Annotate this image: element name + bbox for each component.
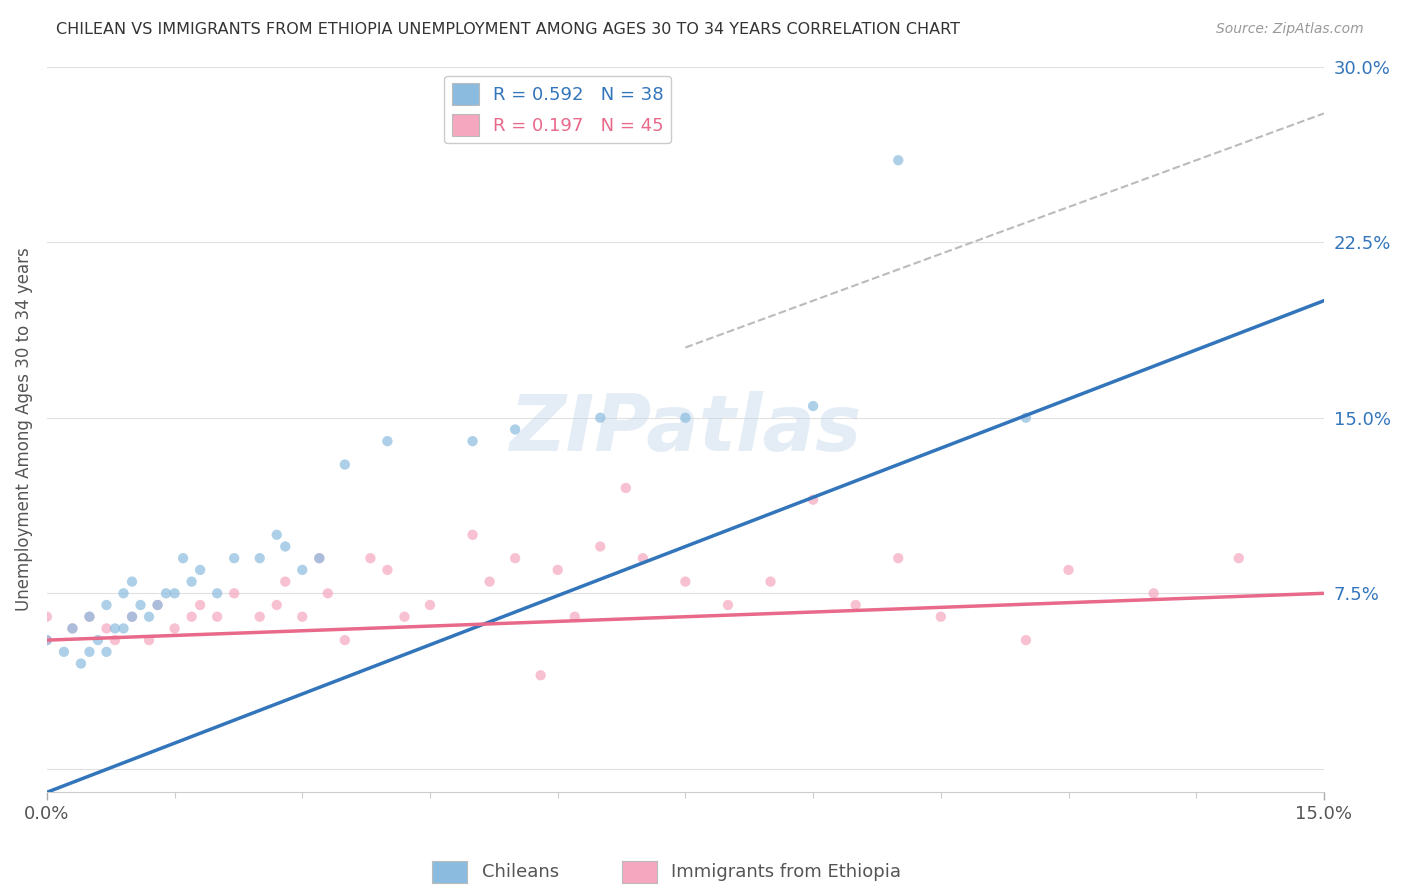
Point [172,551,194,566]
Point [87,633,110,648]
Point [801,399,824,413]
Point [461,434,484,449]
Point [316,586,339,600]
Point [146,598,169,612]
Point [121,609,143,624]
Point [333,633,356,648]
Point [163,622,186,636]
Point [205,586,228,600]
Point [589,540,612,554]
Point [887,551,910,566]
Point [887,153,910,168]
Point [121,574,143,589]
Text: Chileans: Chileans [481,863,558,881]
Point [530,668,553,682]
Point [70,657,93,671]
Y-axis label: Unemployment Among Ages 30 to 34 years: Unemployment Among Ages 30 to 34 years [15,248,32,611]
Point [188,563,211,577]
Point [419,598,441,612]
Point [929,609,952,624]
Point [146,598,169,612]
Point [377,434,399,449]
Point [478,574,501,589]
Legend: R = 0.592   N = 38, R = 0.197   N = 45: R = 0.592 N = 38, R = 0.197 N = 45 [444,76,671,143]
Point [180,609,202,624]
Point [845,598,868,612]
Point [138,609,160,624]
Point [79,609,101,624]
Point [249,551,271,566]
Point [759,574,782,589]
Point [359,551,381,566]
Point [104,622,127,636]
Point [564,609,586,624]
Point [79,645,101,659]
Point [377,563,399,577]
Point [121,609,143,624]
Point [333,458,356,472]
Point [266,598,288,612]
Point [801,492,824,507]
Point [308,551,330,566]
Point [461,528,484,542]
Point [96,645,118,659]
Point [503,422,526,436]
Point [249,609,271,624]
Point [205,609,228,624]
Point [266,528,288,542]
Point [79,609,101,624]
Point [614,481,637,495]
Point [104,633,127,648]
Point [62,622,84,636]
Point [631,551,654,566]
Point [62,622,84,636]
Point [96,622,118,636]
Point [112,622,135,636]
Point [52,645,75,659]
Text: Source: ZipAtlas.com: Source: ZipAtlas.com [1216,22,1364,37]
Point [291,609,314,624]
Point [35,633,58,648]
Point [188,598,211,612]
Point [291,563,314,577]
Point [394,609,416,624]
Point [589,410,612,425]
Point [1143,586,1166,600]
Point [274,540,297,554]
Point [1015,633,1038,648]
Point [96,598,118,612]
Point [547,563,569,577]
Point [180,574,202,589]
Point [224,586,246,600]
Point [35,633,58,648]
Point [717,598,740,612]
Point [1227,551,1250,566]
Point [35,609,58,624]
Point [1015,410,1038,425]
Point [112,586,135,600]
Point [138,633,160,648]
Point [1057,563,1080,577]
Point [274,574,297,589]
Point [308,551,330,566]
Text: CHILEAN VS IMMIGRANTS FROM ETHIOPIA UNEMPLOYMENT AMONG AGES 30 TO 34 YEARS CORRE: CHILEAN VS IMMIGRANTS FROM ETHIOPIA UNEM… [56,22,960,37]
Point [673,574,696,589]
Point [503,551,526,566]
Point [129,598,152,612]
Text: ZIPatlas: ZIPatlas [509,392,862,467]
Point [163,586,186,600]
Point [673,410,696,425]
Text: Immigrants from Ethiopia: Immigrants from Ethiopia [671,863,901,881]
Point [224,551,246,566]
Point [155,586,177,600]
